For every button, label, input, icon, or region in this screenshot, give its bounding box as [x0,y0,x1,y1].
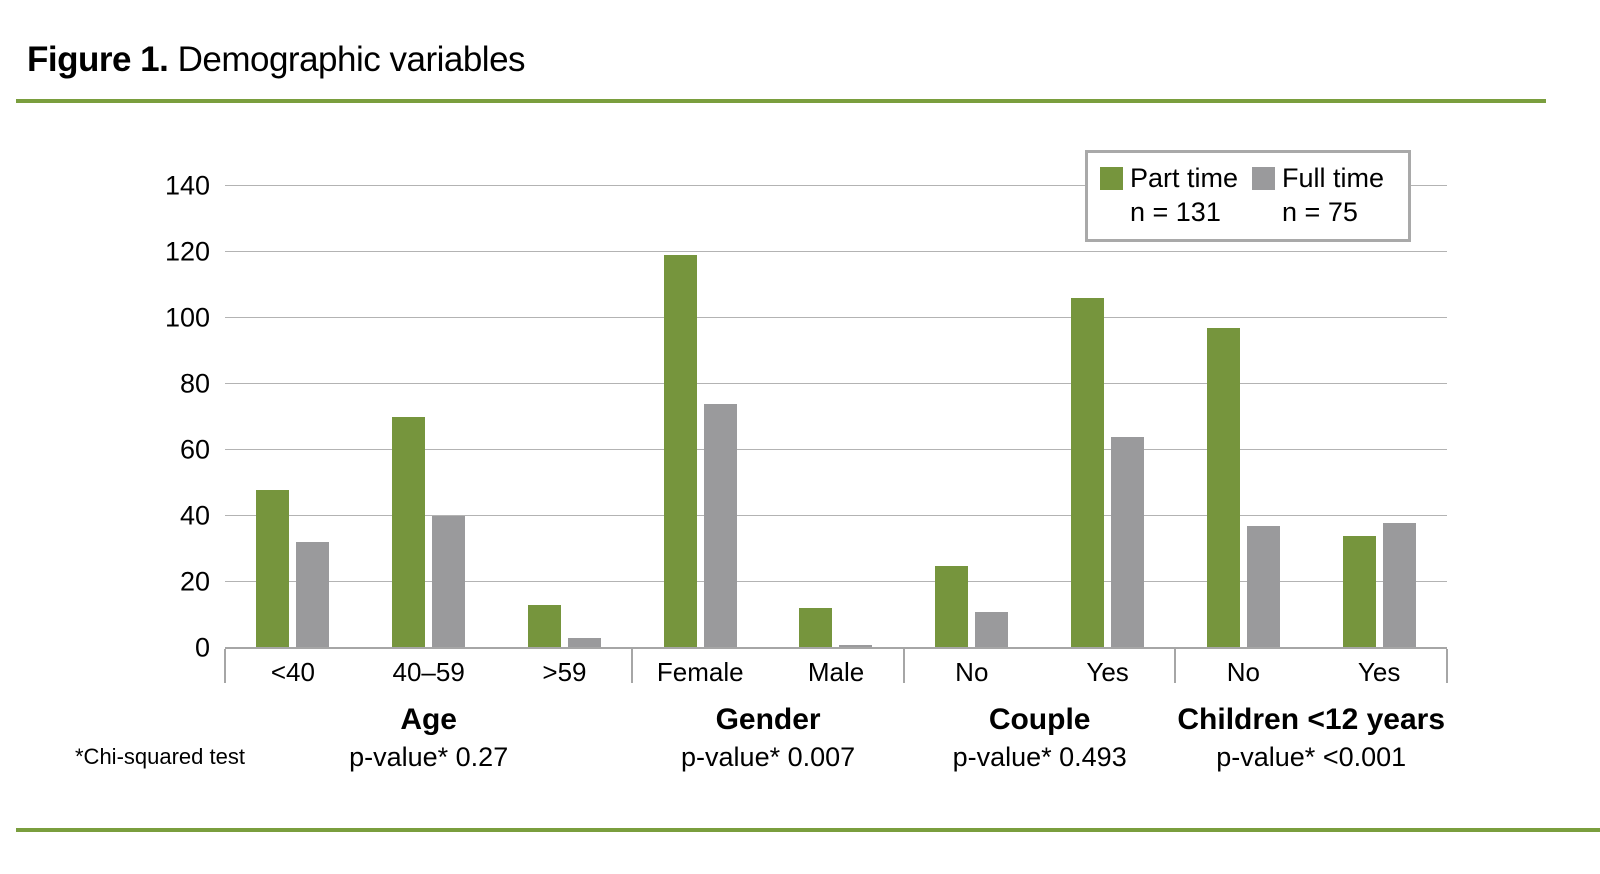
bar-full-time [703,403,737,648]
bar-part-time [1206,327,1240,648]
group-label-age: Age p-value* 0.27 [225,702,632,776]
x-category-label: Male [807,657,865,687]
gridline-120 [225,251,1447,252]
bar-full-time [975,611,1009,648]
legend-item-part-time: Part time n = 131 [1100,161,1238,239]
bar-part-time [256,489,290,648]
bar-part-time [527,605,561,648]
y-tick-label-80: 80 [179,368,210,399]
gridline-20 [225,581,1447,582]
legend-n-count: n = 75 [1282,197,1358,227]
bar-group-yes [1311,186,1447,648]
group-p-value: p-value* 0.007 [681,742,856,772]
gridline-40 [225,515,1447,516]
axis-group-separator [1174,649,1177,683]
bar-group-yes [1040,186,1176,648]
bar-group-male [768,186,904,648]
bar-group-female [632,186,768,648]
bar-group-40-59 [361,186,497,648]
axis-tick-start [224,649,226,683]
axis-group-separator [631,649,634,683]
axis-tick-end [1446,649,1448,683]
x-category-label: Yes [1357,657,1401,687]
bar-part-time [799,608,833,648]
x-category-label: >59 [542,657,587,687]
x-category-label: No [1226,657,1260,687]
figure-number: Figure 1. [27,40,169,79]
group-name: Age [400,703,457,736]
axis-group-separator [902,649,905,683]
group-name: Gender [715,703,821,736]
x-axis-band: <40 40–59 >59 Female Male No Yes No Yes [224,648,1448,687]
bar-group--40 [225,186,361,648]
bottom-divider [16,828,1600,832]
group-p-value: p-value* <0.001 [1216,742,1407,772]
y-axis-labels: 0 20 40 60 80 100 120 140 [0,171,210,663]
y-tick-label-100: 100 [164,302,210,333]
bar-part-time [663,255,697,648]
legend-label: Part time [1130,163,1239,193]
top-divider [16,99,1546,103]
y-tick-label-0: 0 [194,632,210,663]
y-tick-label-140: 140 [164,170,210,201]
part-time-swatch-icon [1100,166,1123,190]
bar-part-time [1342,535,1376,648]
chi-squared-footnote: *Chi-squared test [75,744,245,769]
gridline-140 [225,185,1447,186]
group-label-couple: Couple p-value* 0.493 [904,702,1176,776]
x-axis-category-labels: <40 40–59 >59 Female Male No Yes No Yes [225,648,1447,687]
bar-full-time [1382,522,1416,648]
legend-n-count: n = 131 [1130,197,1221,227]
legend-item-full-time: Full time n = 75 [1252,161,1384,239]
x-axis-line [225,647,1447,649]
x-category-label: 40–59 [392,657,465,687]
bar-full-time [567,638,601,648]
x-category-label: Female [656,657,744,687]
y-tick-label-120: 120 [164,236,210,267]
bar-group-no [904,186,1040,648]
group-p-value: p-value* 0.27 [349,742,509,772]
bar-group-no [1175,186,1311,648]
bar-full-time [296,542,330,648]
bar-part-time [392,417,426,648]
bar-full-time [432,516,466,648]
bar-group--59 [497,186,633,648]
bar-full-time [839,644,873,648]
x-category-label: No [955,657,989,687]
group-name: Couple [988,703,1091,736]
gridline-60 [225,449,1447,450]
figure-title: Figure 1. Demographic variables [27,40,526,80]
gridline-100 [225,317,1447,318]
chart-plot-area [225,185,1447,649]
legend-label: Full time [1282,163,1385,193]
group-label-children-12-years: Children <12 years p-value* <0.001 [1175,702,1447,776]
chart-legend: Part time n = 131 Full time n = 75 [1085,150,1411,242]
gridline-80 [225,383,1447,384]
bar-full-time [1111,436,1145,648]
y-tick-label-20: 20 [179,566,210,597]
group-p-value: p-value* 0.493 [952,742,1127,772]
figure-title-text: Demographic variables [168,40,526,79]
y-tick-label-40: 40 [179,500,210,531]
bar-part-time [1071,298,1105,648]
x-category-label: Yes [1086,657,1129,687]
x-category-label: <40 [270,657,315,687]
y-tick-label-60: 60 [179,434,210,465]
full-time-swatch-icon [1252,166,1276,190]
group-label-gender: Gender p-value* 0.007 [632,702,904,776]
bar-full-time [1246,525,1280,648]
group-name: Children <12 years [1177,703,1446,736]
bar-part-time [935,565,969,648]
